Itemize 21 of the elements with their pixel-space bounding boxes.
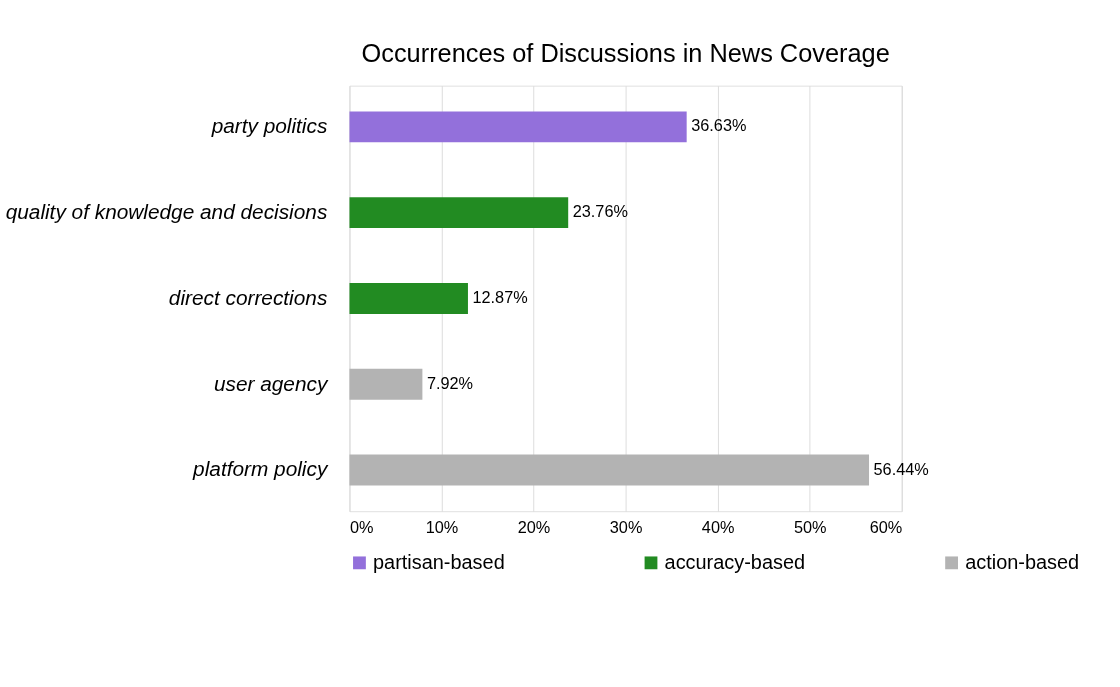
data-label: 36.63% xyxy=(691,116,747,135)
y-tick-label: platform policy xyxy=(192,457,329,481)
data-label: 7.92% xyxy=(426,373,474,392)
x-tick-label: 20% xyxy=(517,518,551,537)
y-tick-label: party politics xyxy=(210,114,328,138)
data-label: 12.87% xyxy=(472,288,528,306)
legend-label: accuracy-based xyxy=(664,551,806,574)
x-tick-label: 30% xyxy=(609,518,643,537)
chart-title: Occurrences of Discussions in News Coverage xyxy=(361,39,890,68)
y-tick-label: direct corrections xyxy=(168,285,328,309)
data-label: 23.76% xyxy=(572,202,628,221)
y-tick-label: quality of knowledge and decisions xyxy=(5,200,328,224)
x-tick-label: 0% xyxy=(349,518,374,537)
x-tick-label: 40% xyxy=(701,518,735,537)
legend-label: partisan-based xyxy=(373,551,505,574)
x-tick-label: 50% xyxy=(793,518,827,537)
data-label: 56.44% xyxy=(873,459,929,478)
legend-label: action-based xyxy=(965,551,1080,574)
y-tick-label: user agency xyxy=(213,371,329,395)
x-tick-label: 60% xyxy=(869,518,903,537)
x-tick-label: 10% xyxy=(425,518,459,537)
